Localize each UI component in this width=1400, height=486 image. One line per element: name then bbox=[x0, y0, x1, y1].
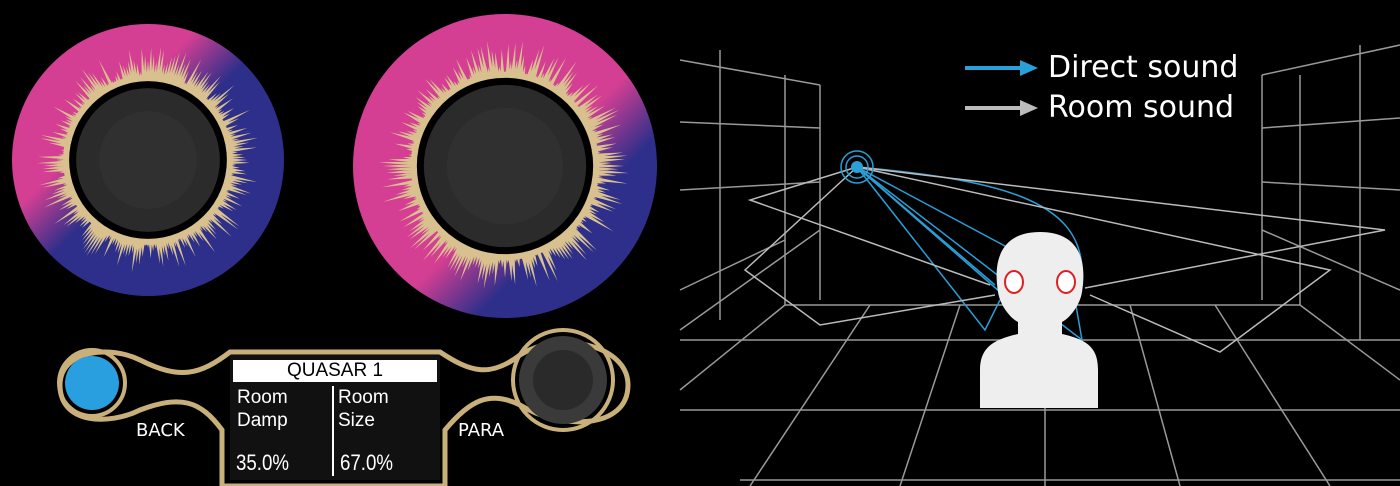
control-panel-outline bbox=[57, 340, 631, 486]
knob-center bbox=[99, 111, 197, 209]
grid-line bbox=[1214, 304, 1331, 486]
ears bbox=[1004, 270, 1077, 294]
ray bbox=[856, 166, 1001, 293]
ray bbox=[747, 166, 991, 286]
grid-line bbox=[679, 181, 821, 191]
back-button[interactable] bbox=[65, 356, 119, 410]
grid-line bbox=[679, 229, 821, 331]
grid-line bbox=[749, 304, 871, 486]
back-label: BACK bbox=[136, 420, 185, 441]
ray bbox=[856, 166, 1332, 353]
display-title: QUASAR 1 bbox=[286, 360, 384, 381]
listener bbox=[980, 232, 1098, 408]
ray bbox=[743, 166, 996, 326]
display-header bbox=[233, 360, 437, 382]
ray bbox=[856, 166, 1001, 332]
ray bbox=[856, 166, 1386, 289]
legend-label: Room sound bbox=[1048, 90, 1235, 125]
ray bbox=[856, 166, 1084, 342]
grid-line bbox=[1261, 229, 1400, 291]
grid-line bbox=[899, 304, 961, 486]
grid-line bbox=[1261, 181, 1400, 191]
param-value: 35.0% bbox=[236, 450, 290, 475]
sound-rays bbox=[743, 166, 1386, 353]
back-ring bbox=[57, 348, 127, 418]
grid-line bbox=[1261, 117, 1400, 129]
param-name: Room Size bbox=[338, 387, 389, 431]
para-knob-center bbox=[533, 350, 593, 410]
grid-line bbox=[679, 121, 821, 129]
grid-line bbox=[1299, 304, 1400, 381]
grid-line bbox=[1261, 44, 1400, 76]
grid-line bbox=[679, 304, 786, 391]
param-name: Room Damp bbox=[237, 387, 288, 431]
room-grid bbox=[679, 44, 1400, 486]
knob-center bbox=[446, 107, 564, 225]
grid-line bbox=[1129, 304, 1181, 486]
legend-room-head bbox=[1020, 100, 1038, 116]
legend-label: Direct sound bbox=[1048, 50, 1239, 85]
legend-direct-head bbox=[1020, 60, 1038, 76]
knobs bbox=[12, 14, 657, 318]
speaker bbox=[840, 150, 874, 184]
para-label: PARA bbox=[458, 420, 505, 441]
param-value: 67.0% bbox=[340, 450, 394, 475]
grid-line bbox=[679, 59, 821, 86]
para-ring bbox=[511, 328, 615, 432]
